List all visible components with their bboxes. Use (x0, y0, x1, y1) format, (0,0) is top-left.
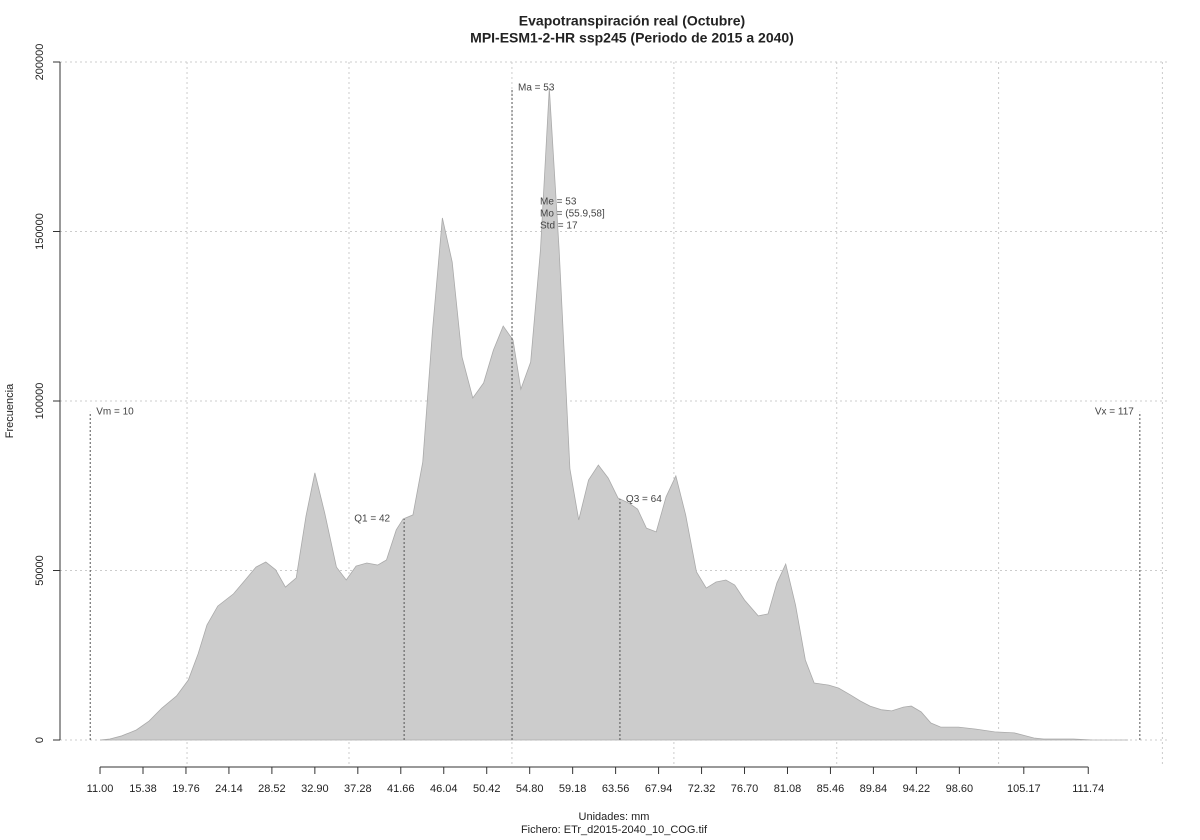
x-tick-label: 105.17 (1007, 783, 1041, 795)
marker-label: Q1 = 42 (354, 514, 390, 525)
stat-label: Me = 53 (540, 197, 577, 208)
chart-title: Evapotranspiración real (Octubre) (519, 13, 745, 29)
stat-label: Std = 17 (540, 221, 578, 232)
x-tick-label: 63.56 (602, 783, 630, 795)
x-tick-label: 67.94 (645, 783, 673, 795)
x-tick-label: 24.14 (215, 783, 243, 795)
x-tick-label: 28.52 (258, 783, 286, 795)
x-tick-label: 76.70 (731, 783, 759, 795)
x-tick-label: 50.42 (473, 783, 501, 795)
x-tick-label: 111.74 (1072, 783, 1104, 795)
x-tick-label: 46.04 (430, 783, 458, 795)
x-tick-label: 37.28 (344, 783, 372, 795)
x-tick-label: 19.76 (172, 783, 200, 795)
x-tick-label: 41.66 (387, 783, 415, 795)
chart-subtitle: MPI-ESM1-2-HR ssp245 (Periodo de 2015 a … (470, 30, 794, 46)
x-axis-label: Unidades: mm (579, 811, 650, 823)
x-tick-label: 54.80 (516, 783, 544, 795)
marker-label: Q3 = 64 (626, 494, 662, 505)
marker-label: Ma = 53 (518, 83, 555, 94)
footnote: Fichero: ETr_d2015-2040_10_COG.tif (521, 824, 708, 836)
y-axis-label: Frecuencia (4, 383, 16, 438)
x-tick-label: 98.60 (946, 783, 974, 795)
x-tick-label: 89.84 (860, 783, 888, 795)
x-tick-label: 11.00 (87, 783, 114, 795)
x-tick-label: 59.18 (559, 783, 587, 795)
y-tick-label: 150000 (34, 213, 46, 250)
x-tick-label: 81.08 (774, 783, 802, 795)
x-tick-label: 94.22 (903, 783, 931, 795)
area (99, 88, 1129, 741)
marker-label: Vx = 117 (1095, 406, 1134, 417)
y-tick-label: 100000 (34, 383, 46, 420)
x-tick-label: 85.46 (817, 783, 845, 795)
marker-label: Vm = 10 (96, 406, 134, 417)
stat-label: Mo = (55.9,58] (540, 209, 605, 220)
x-tick-label: 72.32 (688, 783, 716, 795)
y-tick-label: 50000 (34, 555, 46, 586)
x-tick-label: 32.90 (301, 783, 329, 795)
x-tick-label: 15.38 (129, 783, 157, 795)
y-tick-label: 0 (34, 737, 46, 743)
y-tick-label: 200000 (34, 44, 46, 81)
